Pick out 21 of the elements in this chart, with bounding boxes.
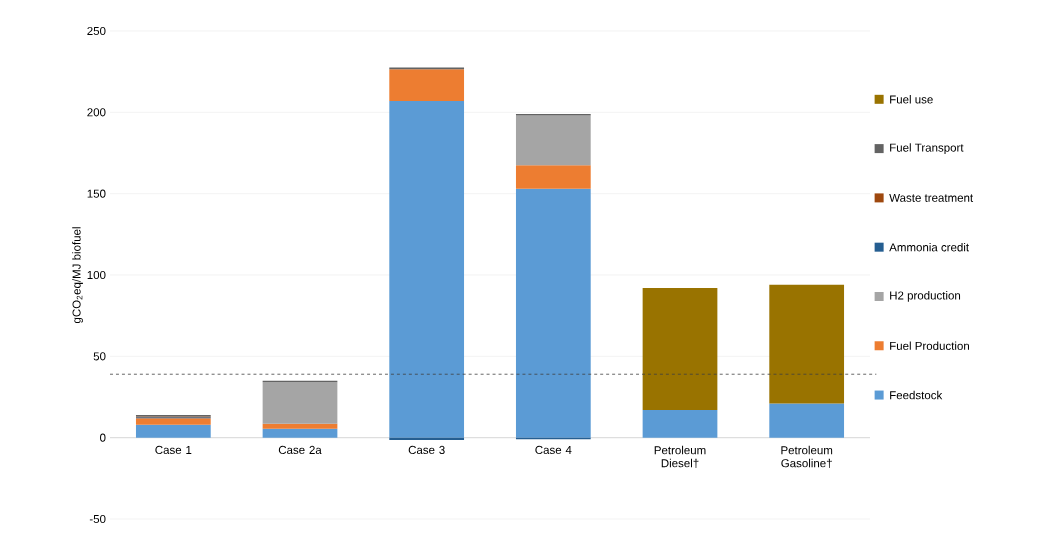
x-tick-label: Case 2a [278, 445, 322, 454]
legend-label: Waste treatment [889, 193, 974, 202]
x-tick-label: Case 4 [535, 445, 572, 454]
y-tick-label: -50 [89, 514, 106, 524]
legend-label: Feedstock [890, 390, 943, 400]
y-axis-title: gCO$_{2}$eq/MJ biofuel [72, 227, 83, 324]
y-tick-label: 200 [87, 108, 106, 117]
y-tick-label: 0 [100, 433, 106, 442]
legend-label: Fuel use [890, 95, 933, 104]
y-tick-label: 100 [87, 270, 106, 280]
legend-label: Ammonia credit [889, 242, 969, 252]
x-tick-label: Petroleum Gasoline† [781, 445, 833, 468]
y-tick-label: 50 [93, 352, 106, 361]
legend-label: Fuel Transport [890, 143, 964, 154]
x-tick-label: Petroleum Diesel† [654, 445, 706, 468]
legend-label: Fuel Production [890, 341, 969, 350]
x-tick-label: Case 1 [155, 445, 192, 454]
x-tick-label: Case 3 [408, 445, 445, 454]
legend-label: H2 production [890, 291, 961, 302]
y-tick-label: 250 [87, 26, 106, 36]
y-tick-label: 150 [87, 189, 106, 198]
